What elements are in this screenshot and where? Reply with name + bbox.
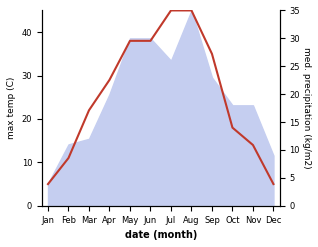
Y-axis label: max temp (C): max temp (C) bbox=[7, 77, 16, 139]
X-axis label: date (month): date (month) bbox=[125, 230, 197, 240]
Y-axis label: med. precipitation (kg/m2): med. precipitation (kg/m2) bbox=[302, 47, 311, 169]
